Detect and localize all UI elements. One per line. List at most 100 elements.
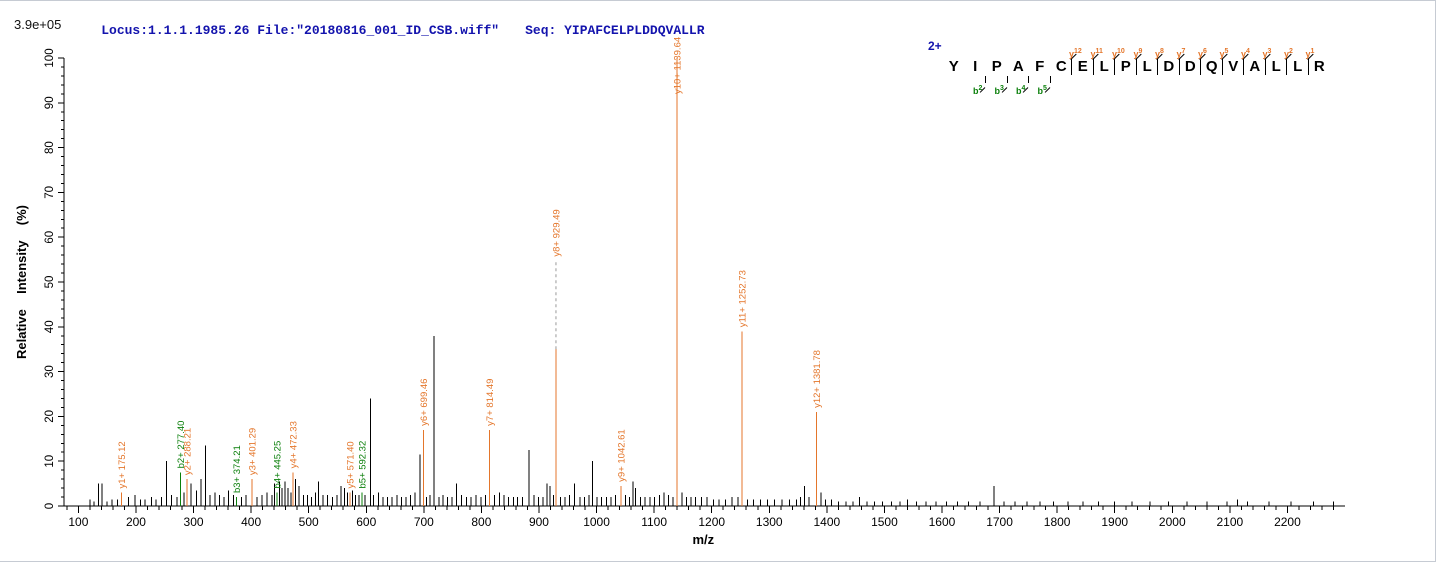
x-tick-labels: 100 200 300 400 500 600 700 800 900 1000 1100 1200 1… bbox=[68, 515, 1301, 529]
svg-text:0: 0 bbox=[44, 503, 56, 509]
y-fragment-mark bbox=[1114, 59, 1115, 75]
svg-text:900: 900 bbox=[529, 515, 549, 529]
y-ion-label: y4 bbox=[1241, 48, 1250, 59]
y4-peak-label: y4+ 472.33 bbox=[288, 421, 299, 468]
y11-peak-label: y11+ 1252.73 bbox=[738, 270, 749, 327]
svg-text:80: 80 bbox=[44, 141, 56, 154]
b-ion-label: b4 bbox=[1016, 85, 1026, 96]
svg-text:600: 600 bbox=[356, 515, 376, 529]
y-fragment-mark bbox=[1307, 59, 1309, 75]
y-fragment-mark bbox=[1243, 59, 1244, 75]
y8-peak-label: y8+ 929.49 bbox=[551, 209, 562, 256]
svg-text:700: 700 bbox=[414, 515, 434, 529]
y-ion-label: y10 bbox=[1112, 48, 1125, 59]
y-fragment-mark bbox=[1286, 59, 1287, 75]
b3-peak-label: b3+ 374.21 bbox=[232, 445, 243, 493]
y-fragment-mark bbox=[1157, 59, 1158, 75]
b4-peak-label: b4+ 445.25 bbox=[273, 441, 284, 489]
svg-text:1000: 1000 bbox=[583, 515, 610, 529]
b5-peak-label: b5+ 592.32 bbox=[357, 441, 368, 489]
y5-peak-label: y5+ 571.40 bbox=[345, 441, 356, 488]
y-ion-label: y1 bbox=[1305, 48, 1315, 59]
precursor-charge-label: 2+ bbox=[928, 39, 942, 53]
svg-text:70: 70 bbox=[44, 186, 56, 199]
b-ion-label: b2 bbox=[973, 85, 983, 96]
svg-text:50: 50 bbox=[44, 276, 56, 289]
svg-text:60: 60 bbox=[44, 231, 56, 244]
svg-text:1200: 1200 bbox=[698, 515, 725, 529]
y-ticks bbox=[58, 57, 64, 507]
svg-text:1700: 1700 bbox=[986, 515, 1013, 529]
svg-text:500: 500 bbox=[299, 515, 319, 529]
svg-text:40: 40 bbox=[44, 320, 56, 333]
svg-text:2000: 2000 bbox=[1159, 515, 1186, 529]
spectrum-header: Locus:1.1.1.1985.26 File:"20180816_001_I… bbox=[70, 8, 705, 53]
svg-text:1400: 1400 bbox=[813, 515, 840, 529]
svg-text:1800: 1800 bbox=[1044, 515, 1071, 529]
svg-text:1600: 1600 bbox=[929, 515, 956, 529]
svg-text:1500: 1500 bbox=[871, 515, 898, 529]
y-ion-label: y7 bbox=[1176, 48, 1186, 59]
b-fragment-mark bbox=[1028, 76, 1029, 83]
y-ion-label: y5 bbox=[1219, 48, 1229, 59]
svg-text:10: 10 bbox=[44, 455, 56, 468]
y-ion-label: y2 bbox=[1284, 48, 1293, 59]
y-tick-labels: 0 10 20 30 40 50 60 70 80 90 100 bbox=[44, 48, 56, 509]
y6-peak-label: y6+ 699.46 bbox=[419, 379, 430, 426]
y10-peak-label: y10+ 1139.64 bbox=[672, 37, 683, 94]
svg-text:400: 400 bbox=[241, 515, 261, 529]
svg-text:1300: 1300 bbox=[756, 515, 783, 529]
y9-peak-label: y9+ 1042.61 bbox=[617, 429, 628, 482]
svg-text:100: 100 bbox=[68, 515, 88, 529]
y-fragment-mark bbox=[1200, 59, 1201, 75]
svg-text:800: 800 bbox=[471, 515, 491, 529]
y3-peak-label: y3+ 401.29 bbox=[247, 428, 258, 475]
locus-file-label: Locus:1.1.1.1985.26 File:"20180816_001_I… bbox=[101, 23, 500, 38]
svg-text:2200: 2200 bbox=[1274, 515, 1301, 529]
y1-peak-label: y1+ 175.12 bbox=[117, 441, 128, 488]
svg-text:20: 20 bbox=[44, 410, 56, 423]
y12-peak-label: y12+ 1381.78 bbox=[812, 350, 823, 408]
y-fragment-mark bbox=[1071, 59, 1072, 75]
x-ticks bbox=[66, 506, 1334, 513]
y-fragment-mark bbox=[1135, 59, 1137, 75]
x-axis-title: m/z bbox=[693, 532, 715, 547]
y-ion-label: y6 bbox=[1198, 48, 1207, 59]
svg-text:90: 90 bbox=[44, 96, 56, 109]
svg-text:1900: 1900 bbox=[1101, 515, 1128, 529]
svg-text:100: 100 bbox=[44, 48, 56, 67]
y-axis-title: Relative Intensity (%) bbox=[14, 205, 29, 359]
sequence-label: Seq: YIPAFCELPLDDQVALLR bbox=[525, 23, 705, 38]
svg-text:2100: 2100 bbox=[1217, 515, 1244, 529]
y2-peak-label: y2+ 288.21 bbox=[182, 428, 193, 475]
y-fragment-mark bbox=[1178, 59, 1180, 75]
y-ion-label: y9 bbox=[1133, 48, 1143, 59]
y-ion-label: y8 bbox=[1155, 48, 1164, 59]
svg-text:30: 30 bbox=[44, 365, 56, 378]
base-peak-intensity-label: 3.9e+05 bbox=[14, 17, 62, 32]
y7-peak-label: y7+ 814.49 bbox=[485, 379, 496, 426]
svg-text:300: 300 bbox=[184, 515, 204, 529]
b2-peak-label: b2+ 277.40 bbox=[176, 421, 187, 469]
residue-i-2: I bbox=[973, 58, 978, 75]
y-ion-label: y11 bbox=[1090, 48, 1103, 59]
noise-peaks bbox=[89, 335, 1334, 506]
